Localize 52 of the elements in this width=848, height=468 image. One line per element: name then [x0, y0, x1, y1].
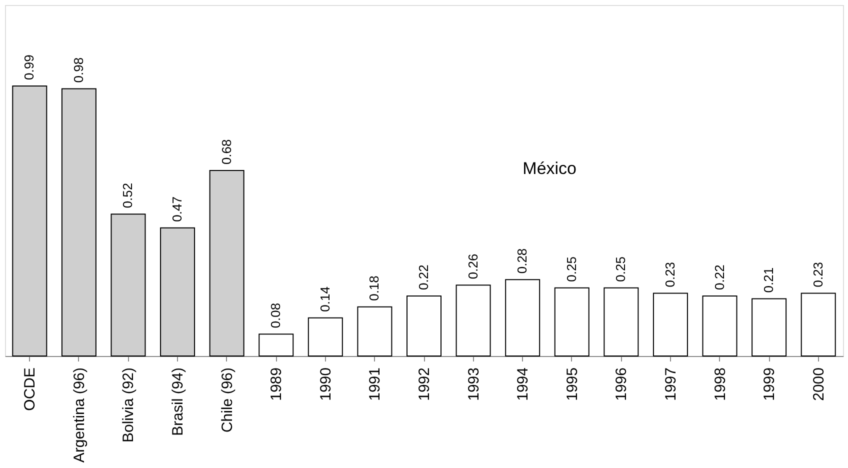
x-tick-label: 1993	[465, 368, 482, 401]
x-tick-label: 1995	[564, 368, 581, 401]
bar	[110, 214, 146, 356]
bar	[800, 292, 836, 356]
data-label: 0.99	[22, 54, 37, 80]
data-label: 0.25	[564, 256, 579, 282]
bar	[406, 296, 442, 356]
x-tick-label: 1994	[514, 368, 532, 401]
data-label: 0.14	[317, 286, 332, 312]
annotation: México	[522, 158, 577, 178]
bar	[357, 306, 392, 356]
x-tick-label: OCDE	[22, 368, 39, 411]
x-tick-label: 1999	[761, 368, 778, 401]
x-tick-label: Bolivia (92)	[120, 367, 138, 443]
bar	[702, 296, 738, 356]
bar	[652, 292, 688, 356]
x-tick-label: 1997	[662, 368, 680, 401]
data-label: 0.98	[70, 57, 86, 83]
x-tick-label: 2000	[810, 368, 828, 401]
x-tick-label: 1991	[366, 368, 384, 401]
bar	[604, 287, 639, 356]
bar	[505, 279, 540, 356]
data-label: 0.23	[662, 262, 678, 288]
data-label: 0.68	[218, 139, 234, 165]
bar	[308, 317, 343, 356]
data-label: 0.21	[761, 267, 776, 293]
x-tick-label: 1996	[613, 368, 630, 401]
bar	[160, 227, 196, 356]
data-label: 0.22	[712, 264, 727, 290]
data-label: 0.08	[268, 302, 284, 328]
data-label: 0.52	[120, 182, 136, 208]
data-label: 0.26	[465, 254, 480, 280]
bar	[752, 298, 787, 356]
x-tick-label: 1998	[712, 368, 729, 401]
x-tick-label: 1989	[268, 368, 286, 401]
data-label: 0.22	[416, 264, 431, 290]
data-label: 0.47	[170, 196, 185, 222]
x-tick-label: Brasil (94)	[170, 368, 187, 436]
data-label: 0.23	[810, 262, 826, 288]
bar	[258, 334, 294, 356]
x-tick-label: 1990	[317, 368, 334, 401]
bar	[554, 287, 590, 356]
x-tick-label: Argentina (96)	[70, 368, 88, 463]
bar	[61, 88, 96, 356]
data-label: 0.25	[613, 256, 628, 282]
bar	[12, 86, 48, 356]
bar	[209, 170, 244, 356]
data-label: 0.28	[514, 248, 530, 274]
x-tick-label: 1992	[416, 368, 433, 401]
bar	[456, 284, 491, 356]
x-tick-label: Chile (96)	[218, 368, 236, 433]
data-label: 0.18	[366, 276, 382, 301]
